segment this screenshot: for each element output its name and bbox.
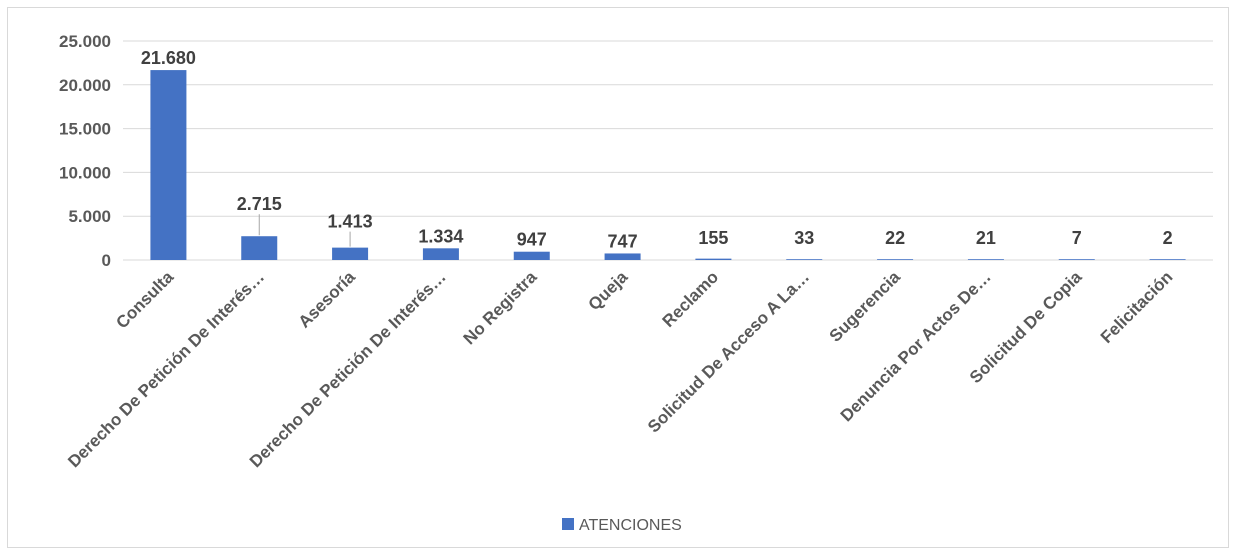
- category-label: Denuncia Por Actos De…: [837, 267, 995, 425]
- bar: [967, 259, 1004, 260]
- data-label: 155: [698, 228, 728, 248]
- category-label: No Registra: [460, 267, 541, 348]
- bar: [695, 258, 732, 260]
- legend-label-atenciones: ATENCIONES: [579, 517, 682, 534]
- category-label: Reclamo: [659, 267, 723, 331]
- bar: [513, 251, 550, 260]
- data-label: 2: [1163, 228, 1173, 248]
- category-label: Derecho De Petición De Interés…: [64, 267, 268, 471]
- category-label: Asesoría: [295, 267, 360, 332]
- data-label: 1.413: [328, 212, 373, 232]
- data-label: 21.680: [141, 48, 196, 68]
- bar: [604, 253, 641, 260]
- gridlines: [123, 40, 1213, 261]
- category-label: Solicitud De Acceso A La…: [644, 267, 813, 436]
- data-label: 747: [608, 231, 638, 251]
- category-label: Queja: [585, 267, 632, 314]
- bar: [877, 259, 914, 260]
- chart-frame: 0 5.000 10.000 15.000 20.000 25.000 21.680 2.7…: [7, 7, 1229, 548]
- y-tick-label: 25.000: [59, 32, 111, 51]
- y-tick-label: 20.000: [59, 76, 111, 95]
- category-label: Derecho De Petición De Interés…: [246, 267, 450, 471]
- y-tick-label: 10.000: [59, 163, 111, 182]
- bar: [1058, 259, 1095, 260]
- data-label: 21: [976, 228, 996, 248]
- bar: [1149, 259, 1186, 260]
- y-tick-label: 15.000: [59, 120, 111, 139]
- data-label: 947: [517, 230, 547, 250]
- bar: [150, 70, 187, 261]
- bar: [332, 247, 369, 260]
- data-label: 33: [794, 228, 814, 248]
- legend-swatch-atenciones: [562, 518, 574, 530]
- category-label: Sugerencia: [826, 267, 905, 346]
- data-label: 2.715: [237, 194, 282, 214]
- bar: [422, 248, 459, 260]
- category-label: Consulta: [112, 267, 177, 332]
- bar: [786, 259, 823, 260]
- data-label: 1.334: [418, 226, 463, 246]
- y-axis-ticks: 0 5.000 10.000 15.000 20.000 25.000: [59, 32, 111, 270]
- leader-lines: [258, 214, 351, 247]
- data-labels: 21.680 2.715 1.413 1.334 947 747 155 33 22 21 7 2: [141, 48, 1173, 251]
- data-label: 7: [1072, 228, 1082, 248]
- legend: ATENCIONES: [562, 517, 682, 534]
- y-tick-label: 0: [102, 251, 111, 270]
- bar-chart: 0 5.000 10.000 15.000 20.000 25.000 21.680 2.7…: [59, 32, 1213, 534]
- bars: [150, 70, 1186, 261]
- data-label: 22: [885, 228, 905, 248]
- bar: [241, 236, 278, 260]
- y-tick-label: 5.000: [68, 207, 111, 226]
- category-label: Felicitación: [1097, 267, 1177, 347]
